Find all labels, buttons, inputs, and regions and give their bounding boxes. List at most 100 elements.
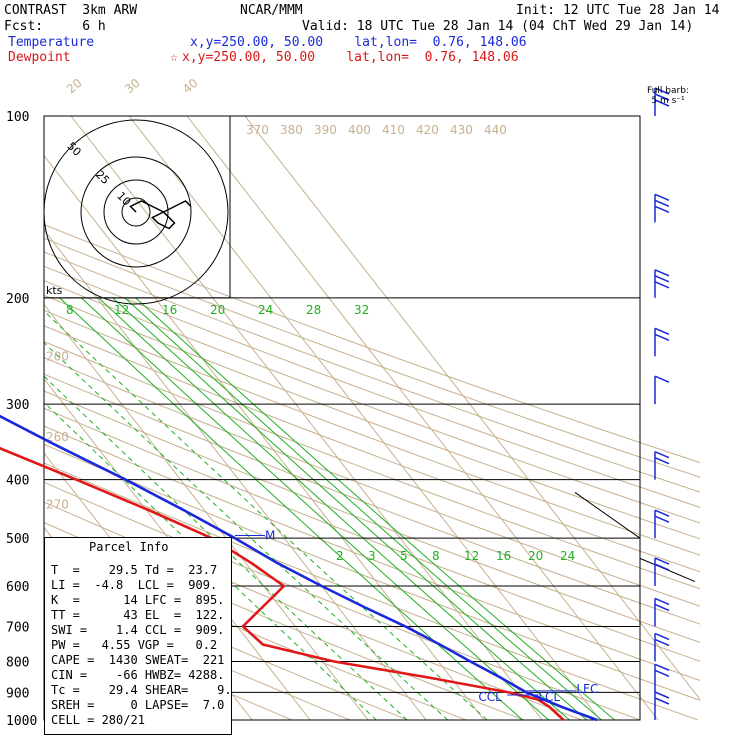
mixing-ratio-tick-label: 20 [528, 549, 543, 563]
wind-barb [654, 87, 670, 116]
wind-barb [654, 193, 670, 223]
pressure-tick-label: 700 [6, 620, 29, 635]
theta-tick-label: 420 [416, 123, 439, 137]
dry-adiabat-line [44, 294, 700, 540]
wind-barb [654, 509, 670, 539]
dry-adiabat-line [44, 237, 700, 478]
temperature-location: x,y=250.00, 50.00 lat,lon= 0.76, 148.06 [190, 35, 527, 50]
mixing-ratio-tick-label: 24 [258, 303, 273, 317]
barb-legend-line1: Full barb: [647, 86, 689, 96]
isotherm-line [44, 229, 427, 720]
dry-adiabat-line [44, 481, 641, 720]
mixing-ratio-tick-label: 3 [368, 549, 376, 563]
isotherm-line [44, 303, 369, 720]
parcel-info-panel: Parcel Info T = 29.5 Td = 23.7 LI = -4.8… [44, 537, 232, 735]
hodograph-ring-label: 50 [65, 140, 84, 159]
dry-adiabat-line [44, 425, 700, 682]
temperature-tick-label: 20 [64, 76, 85, 97]
hodograph-trace [129, 200, 192, 230]
plot-frame [43, 115, 696, 721]
wind-barb-flag [654, 87, 670, 95]
valid-time: Valid: 18 UTC Tue 28 Jan 14 (04 ChT Wed … [302, 19, 694, 34]
wind-barb-flag [654, 697, 670, 705]
parcel-row: K = 14 LFC = 895. [51, 593, 225, 607]
theta-tick-label: 200 [46, 349, 69, 363]
dry-adiabat-line [44, 407, 700, 662]
dry-adiabat-line [44, 265, 700, 508]
wind-barb [654, 269, 670, 298]
wind-barb-flag [654, 663, 670, 672]
parcel-row: LI = -4.8 LCL = 909. [51, 578, 218, 592]
pressure-tick-label: 600 [6, 580, 29, 595]
wind-barb-flag [654, 269, 670, 277]
hodograph-ring [43, 119, 229, 305]
isotherm-line [44, 154, 485, 720]
wind-barb-flag [654, 275, 670, 283]
wind-barb [654, 632, 670, 662]
wind-barb-flag [654, 691, 670, 699]
mixing-ratio-tick-label: 8 [432, 549, 440, 563]
temperature-tick-label: 40 [180, 76, 201, 97]
mixing-ratio-tick-label: 8 [66, 303, 74, 317]
mixing-ratio-tick-label: 32 [354, 303, 369, 317]
lower-inset-border [574, 492, 696, 583]
plot-border [43, 115, 641, 721]
mixing-ratio-tick-label: 28 [306, 303, 321, 317]
dry-adiabat-line [44, 564, 409, 720]
wind-barb [654, 375, 670, 405]
hodograph-units-label: kts [46, 284, 63, 297]
pressure-tick-label: 900 [6, 686, 29, 701]
wind-barb-flag [654, 563, 670, 571]
pressure-tick-label: 400 [6, 474, 29, 489]
hodograph-ring-label: 25 [93, 168, 112, 187]
isotherm-line [128, 116, 601, 720]
hodograph-ring [103, 179, 169, 245]
wind-barb [654, 450, 670, 480]
theta-tick-label: 440 [484, 123, 507, 137]
temperature-tick-label: 30 [122, 76, 143, 97]
wind-barb-flag [654, 669, 670, 678]
dry-adiabats [44, 224, 700, 720]
dry-adiabat-line [44, 224, 700, 464]
wind-barb-flag [654, 557, 670, 565]
wind-barb-flag [654, 632, 670, 641]
theta-tick-label: 400 [348, 123, 371, 137]
wind-barb-flag [654, 199, 670, 208]
dewpoint-legend: Dewpoint [8, 50, 71, 65]
dry-adiabat-line [44, 340, 700, 590]
theta-tick-label: 260 [46, 430, 69, 444]
theta-tick-label: 410 [382, 123, 405, 137]
wind-barb [654, 557, 670, 587]
wind-barbs [654, 87, 670, 720]
theta-tick-label: 380 [280, 123, 303, 137]
dry-adiabat-line [44, 443, 700, 701]
parcel-row: SWI = 1.4 CCL = 909. [51, 623, 225, 637]
isotherm-line [244, 116, 700, 701]
dry-adiabat-line [44, 357, 700, 607]
parcel-row: PW = 4.55 VGP = 0.2 [51, 638, 218, 652]
dry-adiabat-line [44, 373, 700, 625]
wind-barb-flag [654, 327, 670, 336]
pressure-tick-label: 300 [6, 398, 29, 413]
isotherm-line [186, 116, 659, 720]
annotation-label-lcl: LCL [538, 690, 560, 704]
theta-tick-label: 430 [450, 123, 473, 137]
mixing-ratio-line [44, 342, 449, 720]
mixing-ratio-tick-label: 20 [210, 303, 225, 317]
wind-barb-flag [654, 515, 670, 523]
parcel-row: SREH = 0 LAPSE= 7.0 [51, 698, 225, 712]
theta-tick-label: 270 [46, 498, 69, 512]
mixing-ratio-line [44, 401, 377, 720]
wind-barb [654, 327, 670, 357]
dewpoint-marker-icon: ☆ [170, 50, 178, 65]
parcel-row: CAPE = 1430 SWEAT= 221 [51, 653, 225, 667]
parcel-row: CELL = 280/21 [51, 713, 145, 727]
model-title: CONTRAST 3km ARW [4, 3, 138, 18]
parcel-row: TT = 43 EL = 122. [51, 608, 225, 622]
annotation-label-ccl: CCL [478, 690, 502, 704]
wind-barb-flag [654, 597, 670, 606]
pressure-tick-label: 800 [6, 655, 29, 670]
mixing-ratio-line [44, 375, 408, 720]
wind-barb-flag [654, 638, 670, 647]
hodograph-ring [121, 197, 151, 227]
